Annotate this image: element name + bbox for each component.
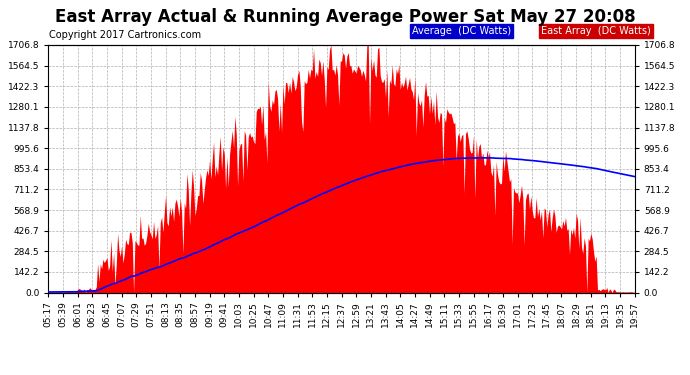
- Text: Copyright 2017 Cartronics.com: Copyright 2017 Cartronics.com: [49, 30, 201, 40]
- Text: East Array Actual & Running Average Power Sat May 27 20:08: East Array Actual & Running Average Powe…: [55, 8, 635, 26]
- Text: Average  (DC Watts): Average (DC Watts): [412, 26, 511, 36]
- Text: East Array  (DC Watts): East Array (DC Watts): [541, 26, 651, 36]
